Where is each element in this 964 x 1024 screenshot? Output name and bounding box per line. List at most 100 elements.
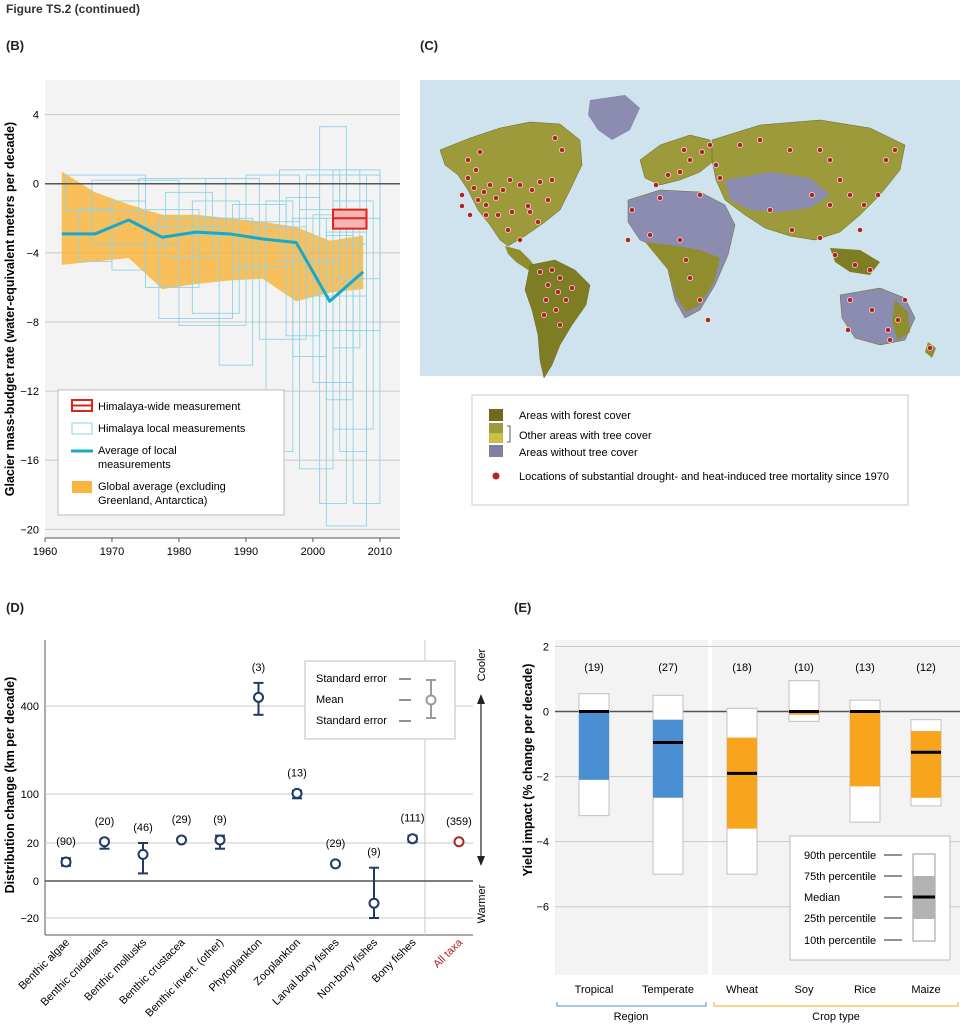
legend-se-bottom: Standard error <box>316 715 387 727</box>
panel-b-x-tick: 1970 <box>100 546 124 558</box>
group-crop-label: Crop type <box>812 1011 860 1023</box>
mortality-dot <box>817 147 823 153</box>
mortality-dot <box>541 312 547 318</box>
panel-b-x-tick-labels: 1960 1970 1980 1990 2000 2010 <box>33 537 400 558</box>
panel-b-y-tick: 0 <box>33 179 39 191</box>
mortality-dot <box>465 157 471 163</box>
legend-mean: Mean <box>316 694 344 706</box>
mortality-dot <box>569 285 575 291</box>
mortality-dot <box>847 192 853 198</box>
panel-e-y-tick: −2 <box>536 772 549 784</box>
mean-marker <box>99 836 110 848</box>
panel-b-y-axis-label: Glacier mass-budget rate (water-equivale… <box>3 122 17 496</box>
panel-d-y-tick: 100 <box>21 789 39 801</box>
north-america <box>439 121 583 247</box>
panel-b-y-tick: −20 <box>20 524 39 536</box>
mortality-dot <box>757 137 763 143</box>
warmer-label: Warmer <box>476 884 488 923</box>
region-bracket <box>556 1002 707 1007</box>
mean-marker <box>291 787 303 799</box>
panel-e-bars: (19) (27) (18) (10) (13) (12) <box>578 662 942 875</box>
sample-size-label: (29) <box>172 814 192 826</box>
mortality-dot <box>549 177 555 183</box>
continents <box>439 95 936 379</box>
mortality-dot <box>537 179 543 185</box>
legend-global-2: Greenland, Antarctica) <box>98 495 207 507</box>
mortality-dot <box>487 182 493 188</box>
panel-d-legend: Standard error Mean Standard error <box>304 660 456 740</box>
sample-size-label: (20) <box>95 816 115 828</box>
panel-c-map: Areas with forest cover Other areas with… <box>420 80 960 506</box>
mortality-dot <box>887 337 893 343</box>
mean-marker <box>407 833 418 845</box>
percentile-10-90-box <box>788 680 820 722</box>
panel-d-y-axis-label: Distribution change (km per decade) <box>3 677 17 894</box>
panel-e-group-divider <box>708 640 712 975</box>
panel-e-label: (E) <box>514 600 532 615</box>
mortality-swatch <box>492 472 500 480</box>
panel-b-y-tick: 4 <box>33 110 39 122</box>
panel-b-y-tick: −8 <box>26 317 39 329</box>
legend-mortality: Locations of substantial drought- and he… <box>519 471 889 483</box>
mortality-dot <box>505 227 511 233</box>
panel-c-legend: Areas with forest cover Other areas with… <box>471 394 909 506</box>
mortality-dot <box>477 149 483 155</box>
arrow-up-head <box>477 694 485 704</box>
panel-e-x-tick: Rice <box>854 984 876 996</box>
mortality-dot <box>737 142 743 148</box>
legend-median: Median <box>804 892 840 904</box>
mortality-dot <box>677 169 683 175</box>
percentile-25-75-bar <box>653 719 683 798</box>
mortality-dot <box>717 175 723 181</box>
himalaya-wide-box <box>332 208 368 230</box>
himalaya-local-box <box>64 174 146 212</box>
panel-e-y-tick: −6 <box>536 902 549 914</box>
mortality-dot <box>647 232 653 238</box>
legend-himalaya-local: Himalaya local measurements <box>98 423 246 435</box>
mortality-dot <box>563 297 569 303</box>
tree-mortality-locations <box>459 135 933 351</box>
legend-forest: Areas with forest cover <box>519 410 631 422</box>
panel-d-marks: (90) (20) (46) (29) (9) (3) (13) (29) (9) (111) (3… <box>56 662 472 919</box>
panel-d-y-tick: −20 <box>20 913 39 925</box>
europe <box>639 134 716 186</box>
panel-b-x-tick: 1960 <box>33 546 57 558</box>
panel-d-x-tick: Benthic cnidarians <box>39 936 111 1008</box>
mortality-dot <box>459 203 465 209</box>
mortality-dot <box>677 237 683 243</box>
mortality-dot <box>817 235 823 241</box>
panel-e-x-tick-labels: Tropical Temperate Wheat Soy Rice Maize <box>575 984 941 996</box>
mortality-dot <box>483 202 489 208</box>
panel-b-y-tick: −4 <box>26 248 39 260</box>
mortality-dot <box>495 212 501 218</box>
himalaya-local-box <box>138 178 227 228</box>
sample-size-label: (3) <box>252 662 265 674</box>
panel-e-legend: 90th percentile 75th percentile Median 2… <box>789 835 951 961</box>
mortality-dot <box>535 219 541 225</box>
panel-b-chart: 4 0 −4 −8 −12 −16 −20 1960 1970 1980 1990 2000 2010… <box>3 80 400 558</box>
global-average-legend-swatch <box>72 481 92 493</box>
mortality-dot <box>500 187 506 193</box>
mortality-dot <box>869 307 875 313</box>
mortality-dot <box>697 297 703 303</box>
africa-forest-belt <box>645 242 720 312</box>
panel-e-x-tick: Tropical <box>575 984 614 996</box>
mortality-dot <box>665 172 671 178</box>
mortality-dot <box>699 149 705 155</box>
panel-d-chart: (90) (20) (46) (29) (9) (3) (13) (29) (9) (111) (3… <box>3 640 488 1019</box>
himalaya-local-box <box>145 209 200 288</box>
legend-average-1: Average of local <box>98 445 177 457</box>
mortality-dot <box>629 207 635 213</box>
himalaya-local-box <box>165 191 213 257</box>
panel-e-x-tick: Soy <box>795 984 814 996</box>
percentile-25-75-bar <box>727 737 757 829</box>
legend-mean-marker <box>425 694 437 706</box>
panel-e-y-tick: 2 <box>543 642 549 654</box>
legend-no-tree: Areas without tree cover <box>519 447 638 459</box>
panel-e-x-tick: Maize <box>911 984 940 996</box>
mortality-dot <box>767 207 773 213</box>
mortality-dot <box>481 189 487 195</box>
mortality-dot <box>493 195 499 201</box>
panel-c-label: (C) <box>420 38 439 53</box>
mortality-dot <box>509 209 515 215</box>
